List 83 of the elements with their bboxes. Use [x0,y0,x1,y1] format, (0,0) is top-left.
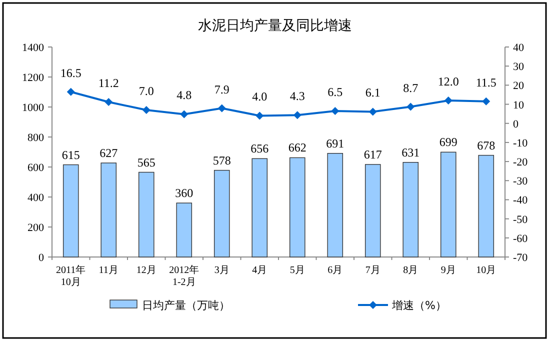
y-tick-label: 200 [28,222,44,234]
data-label: 615 [62,148,80,162]
y-tick-label: 800 [28,132,44,144]
point [444,96,452,104]
y2-tick-label: -50 [513,214,528,226]
y-tick-label: 600 [28,162,44,174]
data-label: 578 [212,153,231,168]
data-label: 678 [477,138,496,152]
point [368,108,377,116]
point [256,112,264,120]
point [406,102,415,111]
y2-tick-label: -70 [513,252,528,264]
data-label: 4.8 [176,88,192,102]
y-tick-label: 0 [38,252,44,264]
point [293,111,302,120]
y-tick-label: 1000 [22,102,44,114]
data-label: 656 [250,142,269,156]
data-label: 4.0 [252,90,268,104]
data-label: 8.7 [403,80,418,95]
x-tick-label: 2011年 10月 [56,264,86,288]
point [218,104,226,112]
bar [478,154,494,258]
bar [214,170,230,258]
data-label: 12.0 [438,74,459,88]
bar [252,158,268,258]
data-label: 7.9 [214,82,230,96]
data-label: 617 [364,147,382,162]
bar [176,202,192,258]
y2-tick-label: 30 [513,61,524,74]
x-tick-label: 5月 [290,265,305,276]
x-tick-label: 2012年 1-2月 [169,264,200,288]
y2-tick-label: 10 [513,99,524,112]
y-tick-label: 400 [28,192,44,204]
chart-title: 水泥日均产量及同比增速 [198,18,352,34]
bar [440,152,456,258]
legend-label: 日均产量（万吨） [142,299,230,312]
data-label: 662 [288,140,306,155]
bar [402,162,419,258]
x-tick-label: 8月 [403,265,418,276]
data-label: 565 [137,155,156,170]
x-tick-label: 12月 [136,265,156,276]
data-label: 691 [326,136,344,150]
x-tick-label: 6月 [328,265,343,276]
point [482,97,490,106]
data-label: 11.5 [476,75,496,90]
data-label: 627 [100,146,118,160]
data-label: 4.3 [290,89,305,104]
bar [100,162,117,258]
data-label: 631 [402,145,420,160]
data-label: 16.5 [60,66,82,80]
y2-tick-label: -30 [513,176,528,188]
data-label: 6.1 [365,86,380,100]
point [104,98,113,106]
y2-tick-label: -60 [513,232,528,245]
y2-tick-label: -20 [513,156,528,169]
legend-label: 增速（%） [391,299,446,312]
y-tick-label: 1200 [22,72,44,84]
x-tick-label: 10月 [476,265,496,276]
y2-tick-label: -10 [513,137,528,150]
data-label: 6.5 [328,84,343,99]
bar [62,164,79,258]
point [331,106,340,115]
data-label: 360 [175,186,194,200]
bar [364,164,381,258]
y2-tick-label: 20 [513,80,524,92]
x-tick-label: 3月 [214,265,230,276]
data-label: 11.2 [98,76,119,90]
data-label: 7.0 [138,84,154,98]
x-tick-label: 11月 [98,265,118,276]
data-label: 699 [439,135,458,150]
x-tick-label: 4月 [252,265,268,276]
y2-tick-label: 40 [513,42,524,54]
bar [327,153,344,258]
y-tick-label: 1400 [22,42,44,54]
x-tick-label: 7月 [365,265,380,276]
point [142,106,150,114]
y2-tick-label: -40 [513,194,528,207]
bar [289,157,306,258]
x-tick-label: 9月 [440,265,456,276]
bar [138,172,154,258]
point [180,110,188,118]
point [66,88,75,96]
y2-tick-label: 0 [513,118,519,130]
